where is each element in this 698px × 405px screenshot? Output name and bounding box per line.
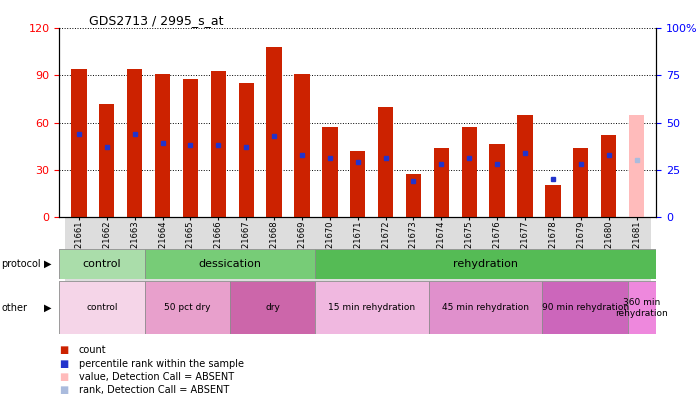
Bar	[315, 249, 656, 279]
Bar	[59, 249, 144, 279]
Bar	[629, 115, 644, 217]
Bar	[545, 185, 560, 217]
Bar	[427, 217, 455, 283]
Text: ■: ■	[59, 386, 68, 395]
Bar	[316, 217, 344, 283]
Bar	[93, 217, 121, 283]
Text: ▶: ▶	[44, 259, 52, 269]
Text: 90 min rehydration: 90 min rehydration	[542, 303, 629, 312]
Bar	[230, 281, 315, 334]
Bar	[260, 217, 288, 283]
Bar	[623, 217, 651, 283]
Text: dry: dry	[265, 303, 280, 312]
Text: GDS2713 / 2995_s_at: GDS2713 / 2995_s_at	[89, 14, 223, 27]
Bar	[315, 281, 429, 334]
Bar	[149, 217, 177, 283]
Text: protocol: protocol	[1, 259, 41, 269]
Bar	[71, 69, 87, 217]
Bar	[121, 217, 149, 283]
Bar	[322, 127, 338, 217]
Bar	[65, 217, 93, 283]
Text: percentile rank within the sample: percentile rank within the sample	[79, 359, 244, 369]
Bar	[628, 281, 656, 334]
Bar	[595, 217, 623, 283]
Bar	[267, 47, 282, 217]
Bar	[539, 217, 567, 283]
Bar	[601, 135, 616, 217]
Text: 50 pct dry: 50 pct dry	[164, 303, 211, 312]
Bar	[542, 281, 628, 334]
Text: count: count	[79, 345, 107, 355]
Text: control: control	[82, 259, 121, 269]
Bar	[483, 217, 511, 283]
Bar	[517, 115, 533, 217]
Bar	[155, 74, 170, 217]
Bar	[205, 217, 232, 283]
Bar	[399, 217, 427, 283]
Text: ■: ■	[59, 359, 68, 369]
Bar	[232, 217, 260, 283]
Bar	[183, 79, 198, 217]
Bar	[127, 69, 142, 217]
Text: ▶: ▶	[44, 303, 52, 313]
Bar	[144, 249, 315, 279]
Bar	[371, 217, 399, 283]
Bar	[239, 83, 254, 217]
Bar	[211, 71, 226, 217]
Bar	[144, 281, 230, 334]
Text: 15 min rehydration: 15 min rehydration	[328, 303, 415, 312]
Bar	[288, 217, 316, 283]
Text: rank, Detection Call = ABSENT: rank, Detection Call = ABSENT	[79, 386, 229, 395]
Text: ■: ■	[59, 345, 68, 355]
Text: value, Detection Call = ABSENT: value, Detection Call = ABSENT	[79, 372, 234, 382]
Text: rehydration: rehydration	[453, 259, 518, 269]
Text: 360 min
rehydration: 360 min rehydration	[616, 298, 668, 318]
Bar	[573, 147, 588, 217]
Bar	[489, 145, 505, 217]
Bar	[567, 217, 595, 283]
Text: ■: ■	[59, 372, 68, 382]
Bar	[455, 217, 483, 283]
Bar	[350, 151, 365, 217]
Bar	[511, 217, 539, 283]
Text: dessication: dessication	[198, 259, 261, 269]
Bar	[344, 217, 371, 283]
Bar	[433, 147, 449, 217]
Bar	[461, 127, 477, 217]
Text: control: control	[87, 303, 118, 312]
Bar	[378, 107, 393, 217]
Bar	[295, 74, 310, 217]
Text: 45 min rehydration: 45 min rehydration	[442, 303, 529, 312]
Bar	[429, 281, 542, 334]
Text: other: other	[1, 303, 27, 313]
Bar	[177, 217, 205, 283]
Bar	[99, 104, 114, 217]
Bar	[59, 281, 144, 334]
Bar	[406, 174, 421, 217]
